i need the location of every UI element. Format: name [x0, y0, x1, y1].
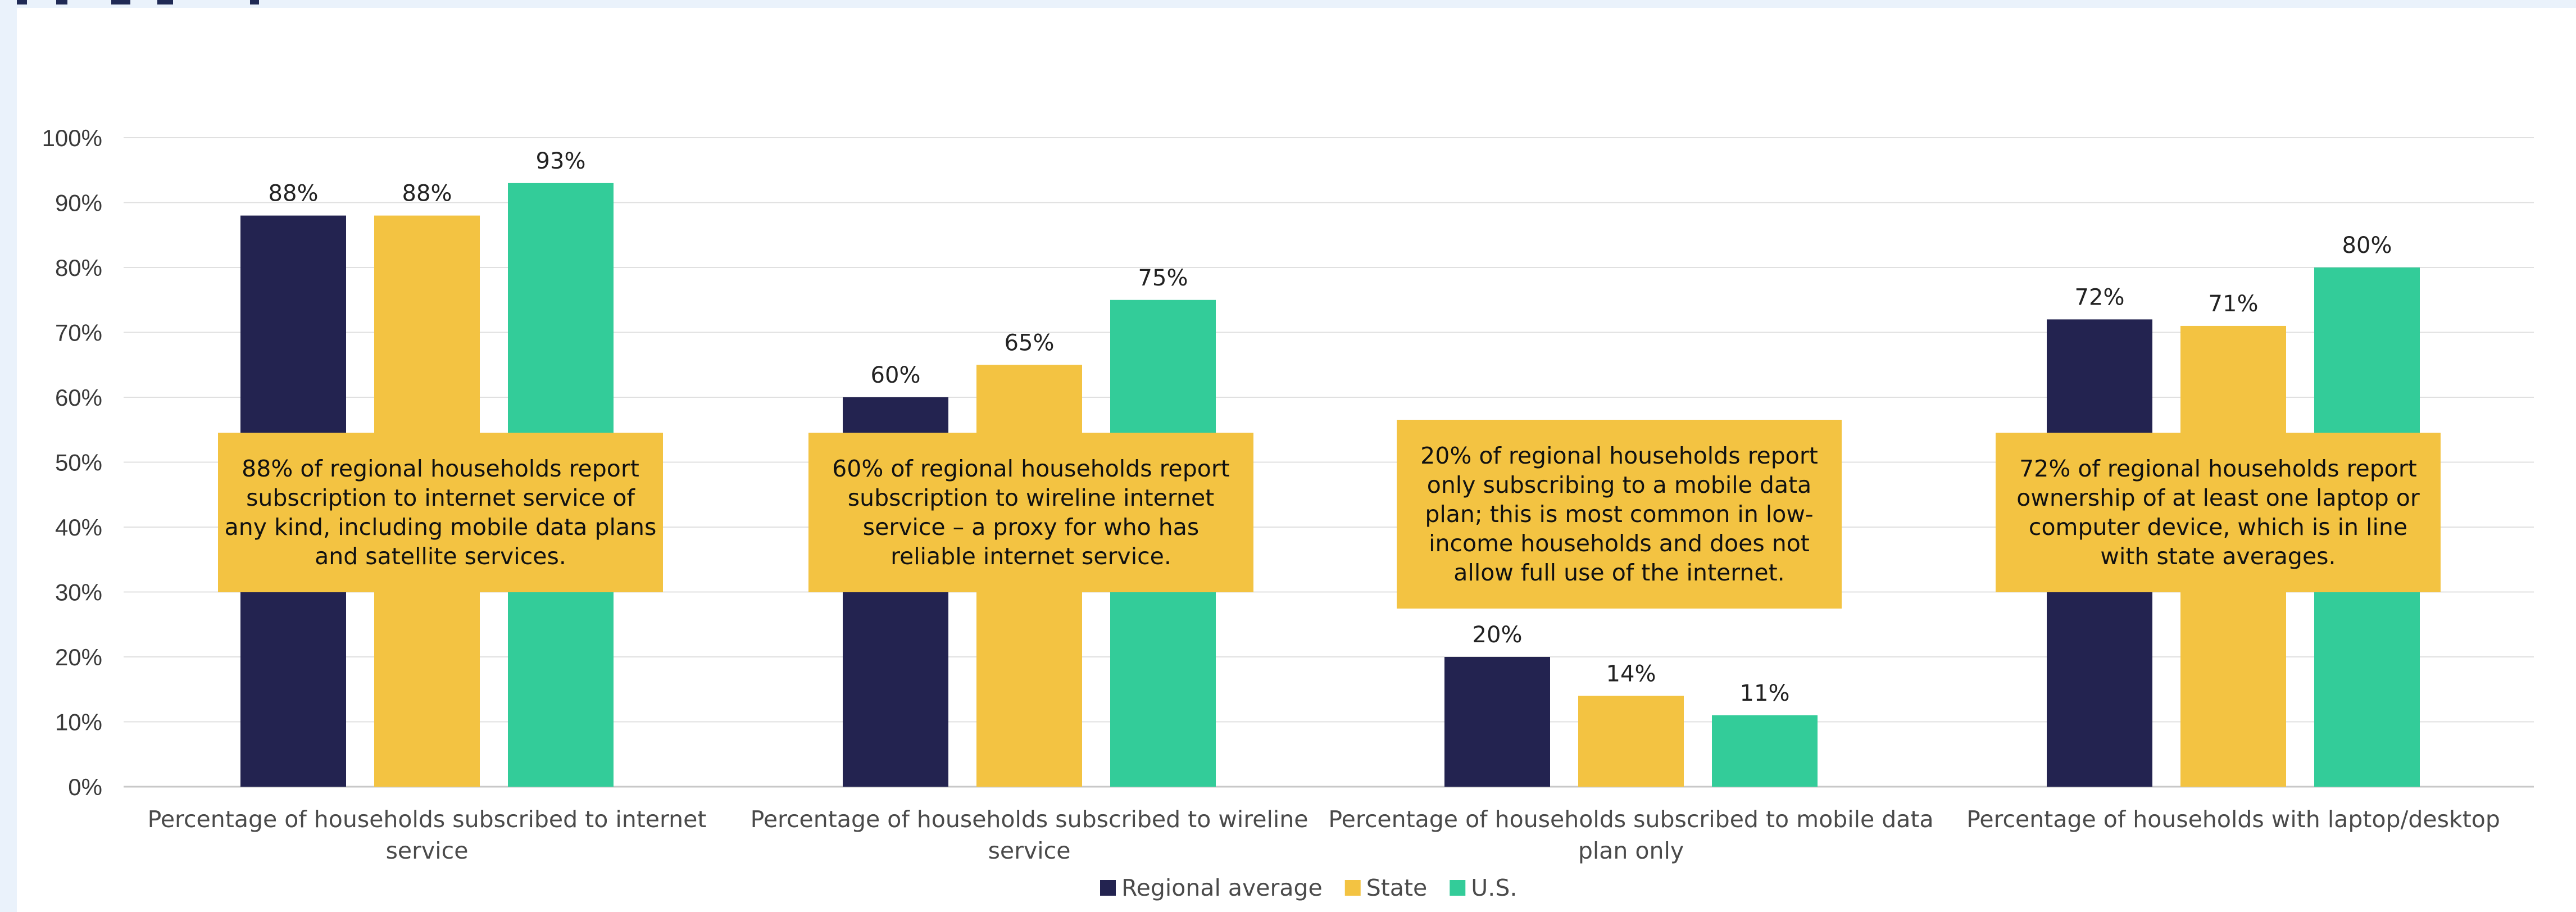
annotation-box	[808, 433, 1253, 592]
data-label: 93%	[536, 148, 586, 174]
annotation-text: plan; this is most common in low-	[1425, 501, 1813, 528]
title-fragment	[17, 0, 259, 8]
category-label: plan only	[1578, 837, 1684, 864]
y-tick-label: 30%	[55, 579, 102, 606]
legend-label: State	[1366, 874, 1428, 901]
annotation-box	[1996, 433, 2441, 592]
annotation-box	[218, 433, 663, 592]
legend-label: Regional average	[1121, 874, 1323, 901]
data-label: 14%	[1606, 661, 1656, 687]
annotation-text: income households and does not	[1429, 530, 1810, 557]
data-label: 75%	[1138, 265, 1188, 291]
data-label: 80%	[2342, 233, 2392, 258]
y-tick-label: 20%	[55, 644, 102, 670]
y-tick-label: 40%	[55, 514, 102, 541]
annotation-text: ownership of at least one laptop or	[2016, 484, 2420, 511]
annotation-text: reliable internet service.	[891, 543, 1171, 570]
y-tick-label: 100%	[42, 125, 102, 151]
category-label: Percentage of households subscribed to m…	[1328, 806, 1933, 833]
data-label: 65%	[1005, 330, 1055, 356]
y-tick-label: 90%	[55, 190, 102, 216]
y-tick-label: 10%	[55, 709, 102, 736]
annotation-box	[1397, 420, 1842, 609]
legend-swatch	[1344, 880, 1361, 896]
annotation-text: 72% of regional households report	[2019, 455, 2417, 482]
bar	[1578, 696, 1684, 787]
category-label: Percentage of households subscribed to i…	[148, 806, 707, 833]
data-label: 88%	[402, 181, 452, 207]
category-label: service	[386, 837, 469, 864]
data-label: 71%	[2209, 291, 2259, 317]
bar	[1712, 715, 1818, 787]
category-label: Percentage of households subscribed to w…	[751, 806, 1309, 833]
y-tick-label: 50%	[55, 450, 102, 476]
data-label: 11%	[1740, 680, 1790, 706]
annotation-text: 20% of regional households report	[1420, 442, 1818, 469]
annotation-text: 88% of regional households report	[242, 455, 639, 482]
legend-swatch	[1100, 880, 1116, 896]
data-label: 20%	[1473, 622, 1523, 648]
annotation-text: with state averages.	[2100, 543, 2336, 570]
annotation-text: only subscribing to a mobile data	[1427, 471, 1812, 498]
bar	[1444, 657, 1550, 787]
y-tick-label: 0%	[68, 774, 102, 800]
annotation-text: allow full use of the internet.	[1453, 559, 1784, 586]
annotation-text: 60% of regional households report	[832, 455, 1230, 482]
annotation-text: computer device, which is in line	[2029, 514, 2407, 541]
category-label: service	[988, 837, 1071, 864]
annotation-text: any kind, including mobile data plans	[225, 514, 657, 541]
annotation-text: subscription to wireline internet	[848, 484, 1215, 511]
y-tick-label: 70%	[55, 320, 102, 346]
annotation-text: and satellite services.	[315, 543, 566, 570]
legend-label: U.S.	[1471, 874, 1517, 901]
annotation-text: subscription to internet service of	[246, 484, 635, 511]
data-label: 60%	[871, 362, 921, 388]
y-tick-label: 80%	[55, 255, 102, 281]
data-label: 72%	[2075, 284, 2125, 310]
category-label: Percentage of households with laptop/des…	[1966, 806, 2500, 833]
data-label: 88%	[269, 181, 319, 207]
y-tick-label: 60%	[55, 384, 102, 411]
legend-swatch	[1450, 880, 1466, 896]
annotation-text: service – a proxy for who has	[863, 514, 1199, 541]
